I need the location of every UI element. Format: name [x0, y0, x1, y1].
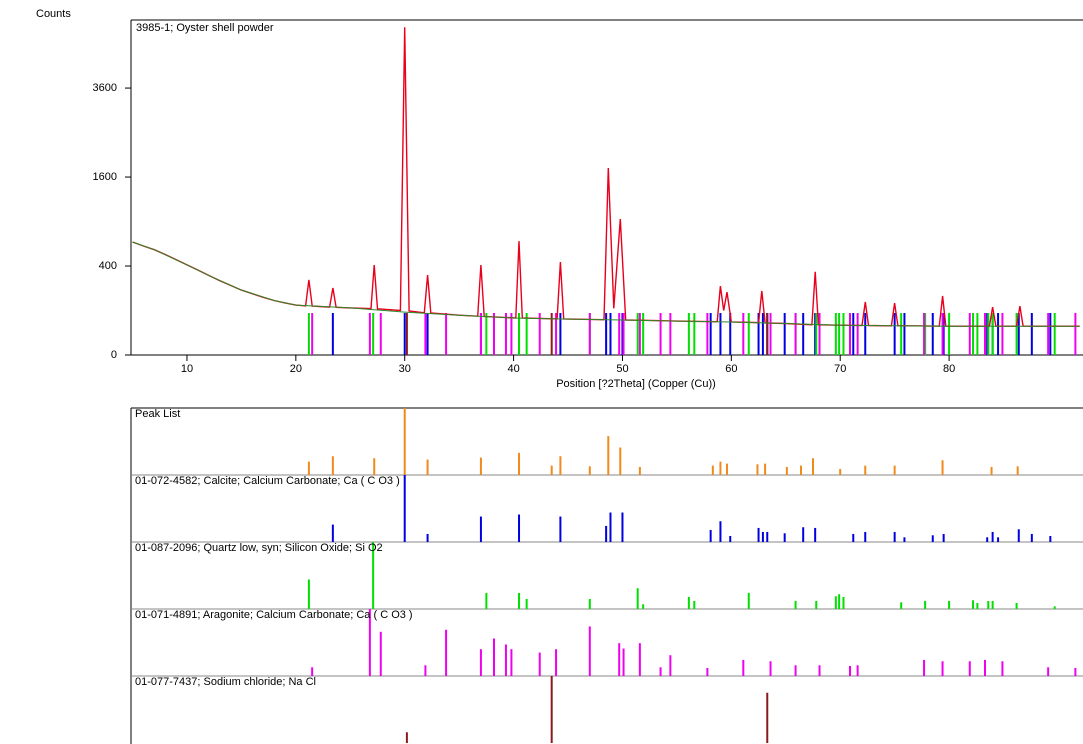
x-tick-label: 50 — [616, 363, 628, 375]
x-tick-label: 20 — [290, 363, 302, 375]
background-line — [132, 241, 1080, 327]
x-tick-label: 60 — [725, 363, 737, 375]
x-tick-label: 70 — [834, 363, 846, 375]
panel-label: 01-071-4891; Aragonite; Calcium Carbonat… — [135, 609, 413, 621]
x-tick-label: 40 — [507, 363, 519, 375]
y-tick-label: 0 — [111, 349, 117, 361]
panel-label: Peak List — [135, 408, 180, 420]
pattern-line — [132, 27, 1080, 327]
x-tick-label: 30 — [399, 363, 411, 375]
panel-label: 01-072-4582; Calcite; Calcium Carbonate;… — [135, 475, 400, 487]
y-tick-label: 400 — [99, 260, 117, 272]
x-tick-label: 80 — [943, 363, 955, 375]
y-tick-label: 3600 — [93, 82, 117, 94]
panel-label: 01-087-2096; Quartz low, syn; Silicon Ox… — [135, 542, 383, 554]
panel-label: 01-077-7437; Sodium chloride; Na Cl — [135, 676, 316, 688]
y-axis-label: Counts — [36, 8, 71, 20]
x-axis-label: Position [?2Theta] (Copper (Cu)) — [556, 378, 716, 390]
y-tick-label: 1600 — [93, 171, 117, 183]
x-tick-label: 10 — [181, 363, 193, 375]
series-label: 3985-1; Oyster shell powder — [136, 22, 274, 34]
